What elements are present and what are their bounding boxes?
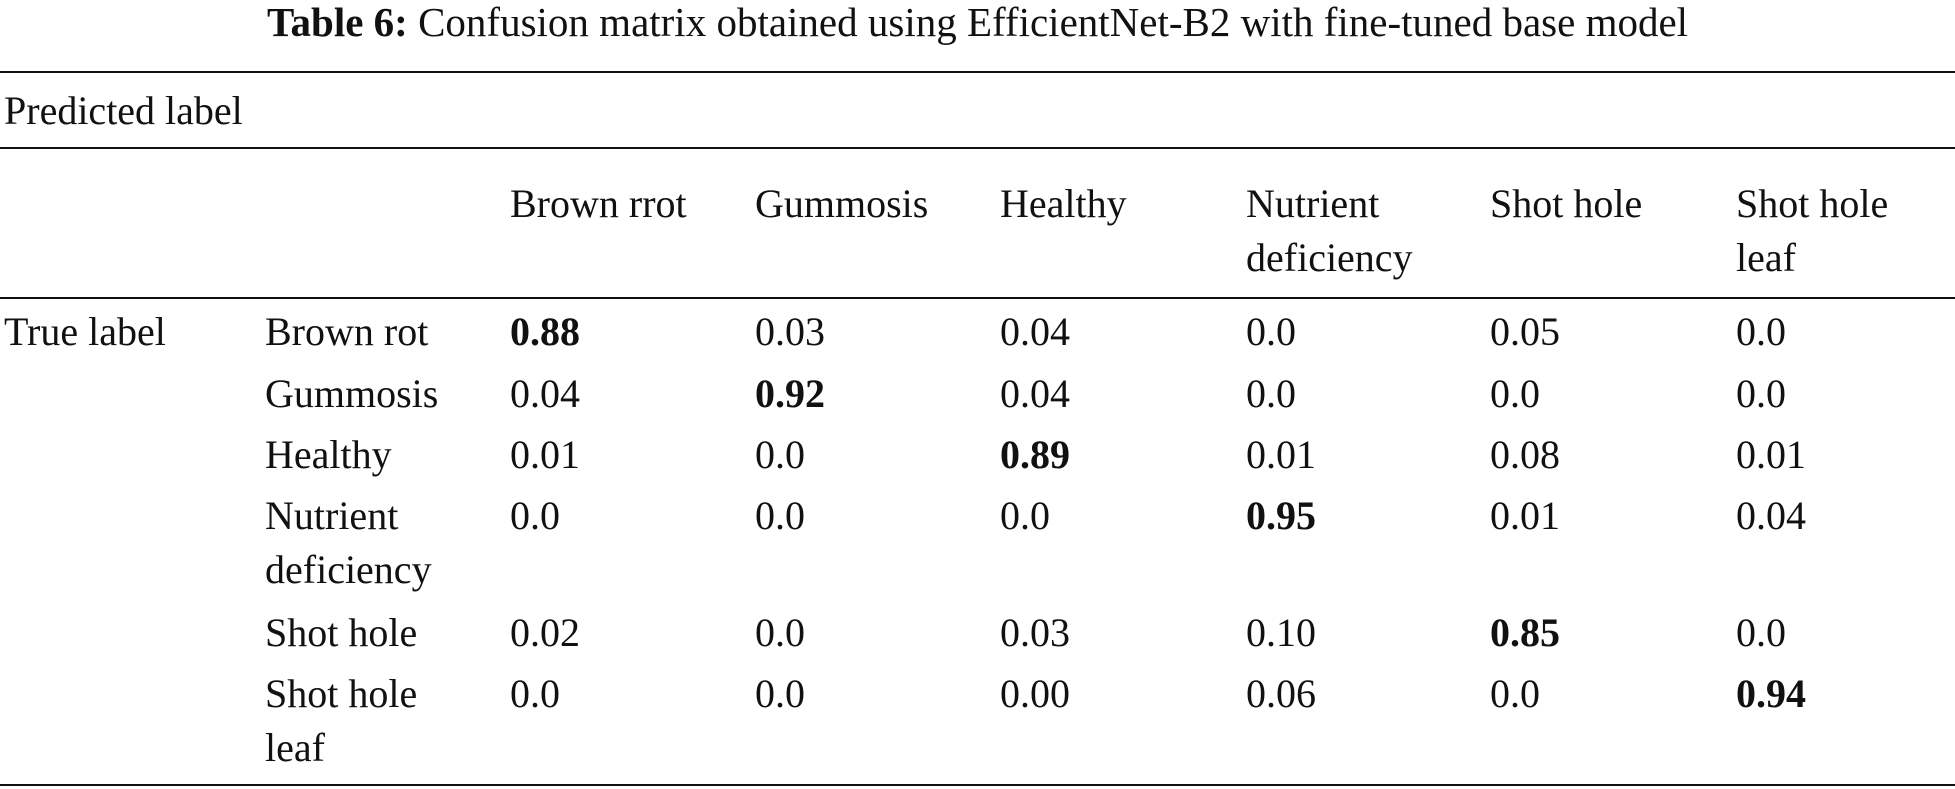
matrix-cell: 0.95 bbox=[1246, 493, 1316, 538]
matrix-cell: 0.0 bbox=[1736, 309, 1786, 354]
matrix-cell: 0.0 bbox=[755, 610, 805, 655]
matrix-cell: 0.10 bbox=[1246, 610, 1316, 655]
matrix-cell: 0.04 bbox=[1000, 309, 1070, 354]
matrix-cell: 0.0 bbox=[1000, 493, 1050, 538]
column-header: Nutrient bbox=[1246, 181, 1380, 226]
matrix-cell: 0.0 bbox=[1736, 371, 1786, 416]
matrix-cell: 0.0 bbox=[1246, 371, 1296, 416]
matrix-cell: 0.03 bbox=[755, 309, 825, 354]
header-rule bbox=[0, 147, 1955, 149]
row-label: Nutrient bbox=[265, 493, 399, 538]
column-header: Shot hole bbox=[1736, 181, 1889, 226]
matrix-cell: 0.89 bbox=[1000, 432, 1070, 477]
matrix-cell: 0.85 bbox=[1490, 610, 1560, 655]
matrix-cell: 0.02 bbox=[510, 610, 580, 655]
true-label-heading: True label bbox=[4, 309, 166, 354]
bottom-rule bbox=[0, 784, 1955, 786]
column-header: leaf bbox=[1736, 235, 1796, 280]
row-label: deficiency bbox=[265, 547, 432, 592]
matrix-cell: 0.04 bbox=[1000, 371, 1070, 416]
matrix-cell: 0.08 bbox=[1490, 432, 1560, 477]
matrix-cell: 0.03 bbox=[1000, 610, 1070, 655]
matrix-cell: 0.04 bbox=[510, 371, 580, 416]
caption-label: Table 6: bbox=[266, 0, 408, 45]
matrix-cell: 0.04 bbox=[1736, 493, 1806, 538]
matrix-cell: 0.01 bbox=[1246, 432, 1316, 477]
column-header: deficiency bbox=[1246, 235, 1413, 280]
column-header: Brown rrot bbox=[510, 181, 687, 226]
matrix-cell: 0.0 bbox=[755, 671, 805, 716]
matrix-cell: 0.00 bbox=[1000, 671, 1070, 716]
column-header: Healthy bbox=[1000, 181, 1127, 226]
matrix-cell: 0.0 bbox=[510, 671, 560, 716]
matrix-cell: 0.01 bbox=[510, 432, 580, 477]
matrix-cell: 0.0 bbox=[1490, 371, 1540, 416]
matrix-cell: 0.88 bbox=[510, 309, 580, 354]
row-label: Healthy bbox=[265, 432, 392, 477]
column-header: Gummosis bbox=[755, 181, 929, 226]
body-rule bbox=[0, 297, 1955, 299]
matrix-cell: 0.0 bbox=[1490, 671, 1540, 716]
matrix-cell: 0.01 bbox=[1490, 493, 1560, 538]
caption-text: Confusion matrix obtained using Efficien… bbox=[418, 0, 1689, 45]
table-caption: Table 6: Confusion matrix obtained using… bbox=[0, 0, 1955, 44]
row-label: Shot hole bbox=[265, 610, 418, 655]
matrix-cell: 0.06 bbox=[1246, 671, 1316, 716]
row-label: leaf bbox=[265, 725, 325, 770]
matrix-cell: 0.0 bbox=[755, 432, 805, 477]
matrix-cell: 0.92 bbox=[755, 371, 825, 416]
row-label: Brown rot bbox=[265, 309, 429, 354]
row-label: Shot hole bbox=[265, 671, 418, 716]
matrix-cell: 0.0 bbox=[755, 493, 805, 538]
matrix-cell: 0.0 bbox=[1246, 309, 1296, 354]
matrix-cell: 0.0 bbox=[510, 493, 560, 538]
column-header: Shot hole bbox=[1490, 181, 1643, 226]
matrix-cell: 0.0 bbox=[1736, 610, 1786, 655]
matrix-cell: 0.01 bbox=[1736, 432, 1806, 477]
predicted-label-heading: Predicted label bbox=[4, 88, 243, 133]
top-rule bbox=[0, 71, 1955, 73]
row-label: Gummosis bbox=[265, 371, 439, 416]
matrix-cell: 0.05 bbox=[1490, 309, 1560, 354]
matrix-cell: 0.94 bbox=[1736, 671, 1806, 716]
